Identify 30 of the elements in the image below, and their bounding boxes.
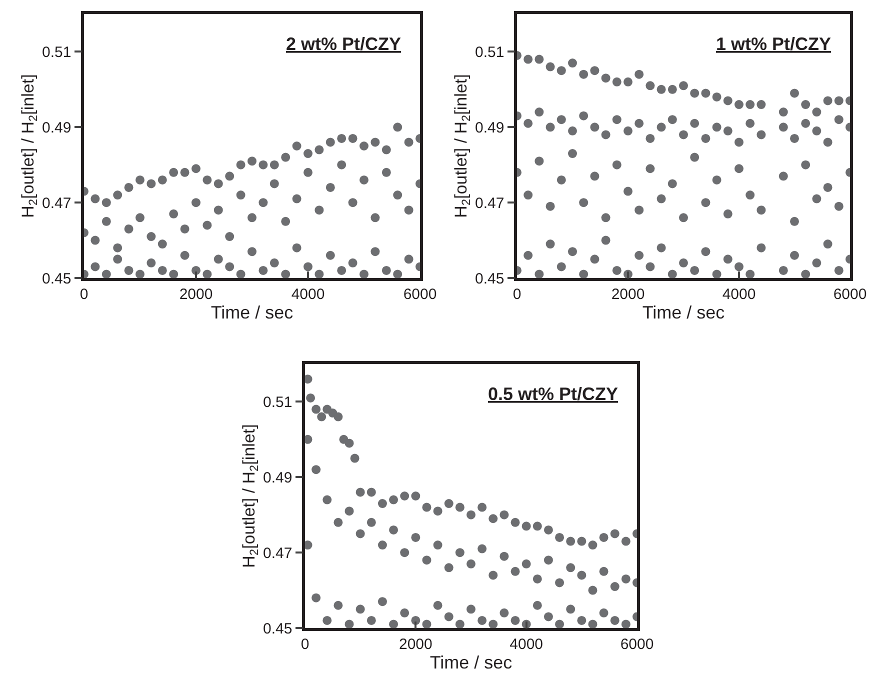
x-tick-label: 6000 <box>833 286 867 303</box>
x-tick-label: 6000 <box>620 636 654 653</box>
text: 0.5 wt% Pt/CZY <box>488 384 618 404</box>
y-tick-label: 0.47 <box>263 544 292 562</box>
y-tick-label: 0.49 <box>42 119 72 136</box>
x-tick-label: 0 <box>300 636 310 653</box>
x-tick-label: 0 <box>80 286 88 303</box>
x-tick-label: 4000 <box>291 286 325 303</box>
x-tick-label: 4000 <box>510 636 544 653</box>
x-tick-label: 2000 <box>398 636 432 653</box>
x-axis-title: Time / sec <box>430 652 512 673</box>
y-tick-label: 0.51 <box>475 44 504 61</box>
x-tick-label: 2000 <box>611 286 645 303</box>
y-tick-label: 0.45 <box>42 270 72 288</box>
y-tick-label: 0.51 <box>42 44 72 61</box>
y-tick-label: 0.45 <box>475 270 504 288</box>
x-tick-label: 6000 <box>403 286 437 303</box>
x-axis-title: Time / sec <box>642 302 725 323</box>
x-tick-label: 4000 <box>722 286 756 303</box>
y-tick-label: 0.51 <box>263 394 292 411</box>
y-tick-label: 0.49 <box>263 469 292 486</box>
text: 2 wt% Pt/CZY <box>286 34 402 54</box>
y-tick-label: 0.49 <box>475 119 504 136</box>
y-tick-label: 0.47 <box>475 194 504 212</box>
y-tick-label: 0.45 <box>263 620 292 638</box>
y-tick-label: 0.47 <box>42 194 72 212</box>
x-tick-label: 0 <box>512 286 522 303</box>
x-tick-label: 2000 <box>179 286 213 303</box>
text: 1 wt% Pt/CZY <box>716 34 832 54</box>
x-axis-title: Time / sec <box>210 302 294 323</box>
